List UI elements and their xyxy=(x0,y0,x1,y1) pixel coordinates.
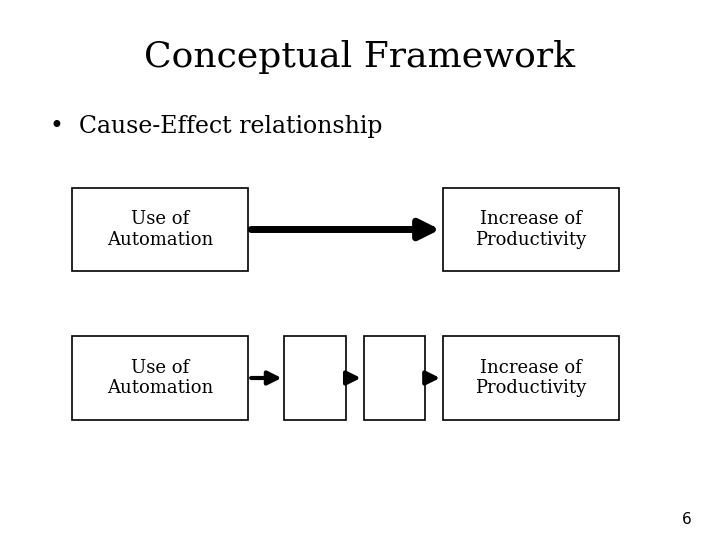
Text: 6: 6 xyxy=(681,511,691,526)
FancyBboxPatch shape xyxy=(72,188,248,271)
FancyBboxPatch shape xyxy=(443,188,619,271)
Text: Conceptual Framework: Conceptual Framework xyxy=(145,40,575,73)
Text: Use of
Automation: Use of Automation xyxy=(107,359,213,397)
Text: Increase of
Productivity: Increase of Productivity xyxy=(475,359,587,397)
Text: Increase of
Productivity: Increase of Productivity xyxy=(475,210,587,249)
FancyBboxPatch shape xyxy=(284,336,346,420)
Text: •  Cause-Effect relationship: • Cause-Effect relationship xyxy=(50,116,383,138)
Text: Use of
Automation: Use of Automation xyxy=(107,210,213,249)
FancyBboxPatch shape xyxy=(443,336,619,420)
FancyBboxPatch shape xyxy=(364,336,425,420)
FancyBboxPatch shape xyxy=(72,336,248,420)
